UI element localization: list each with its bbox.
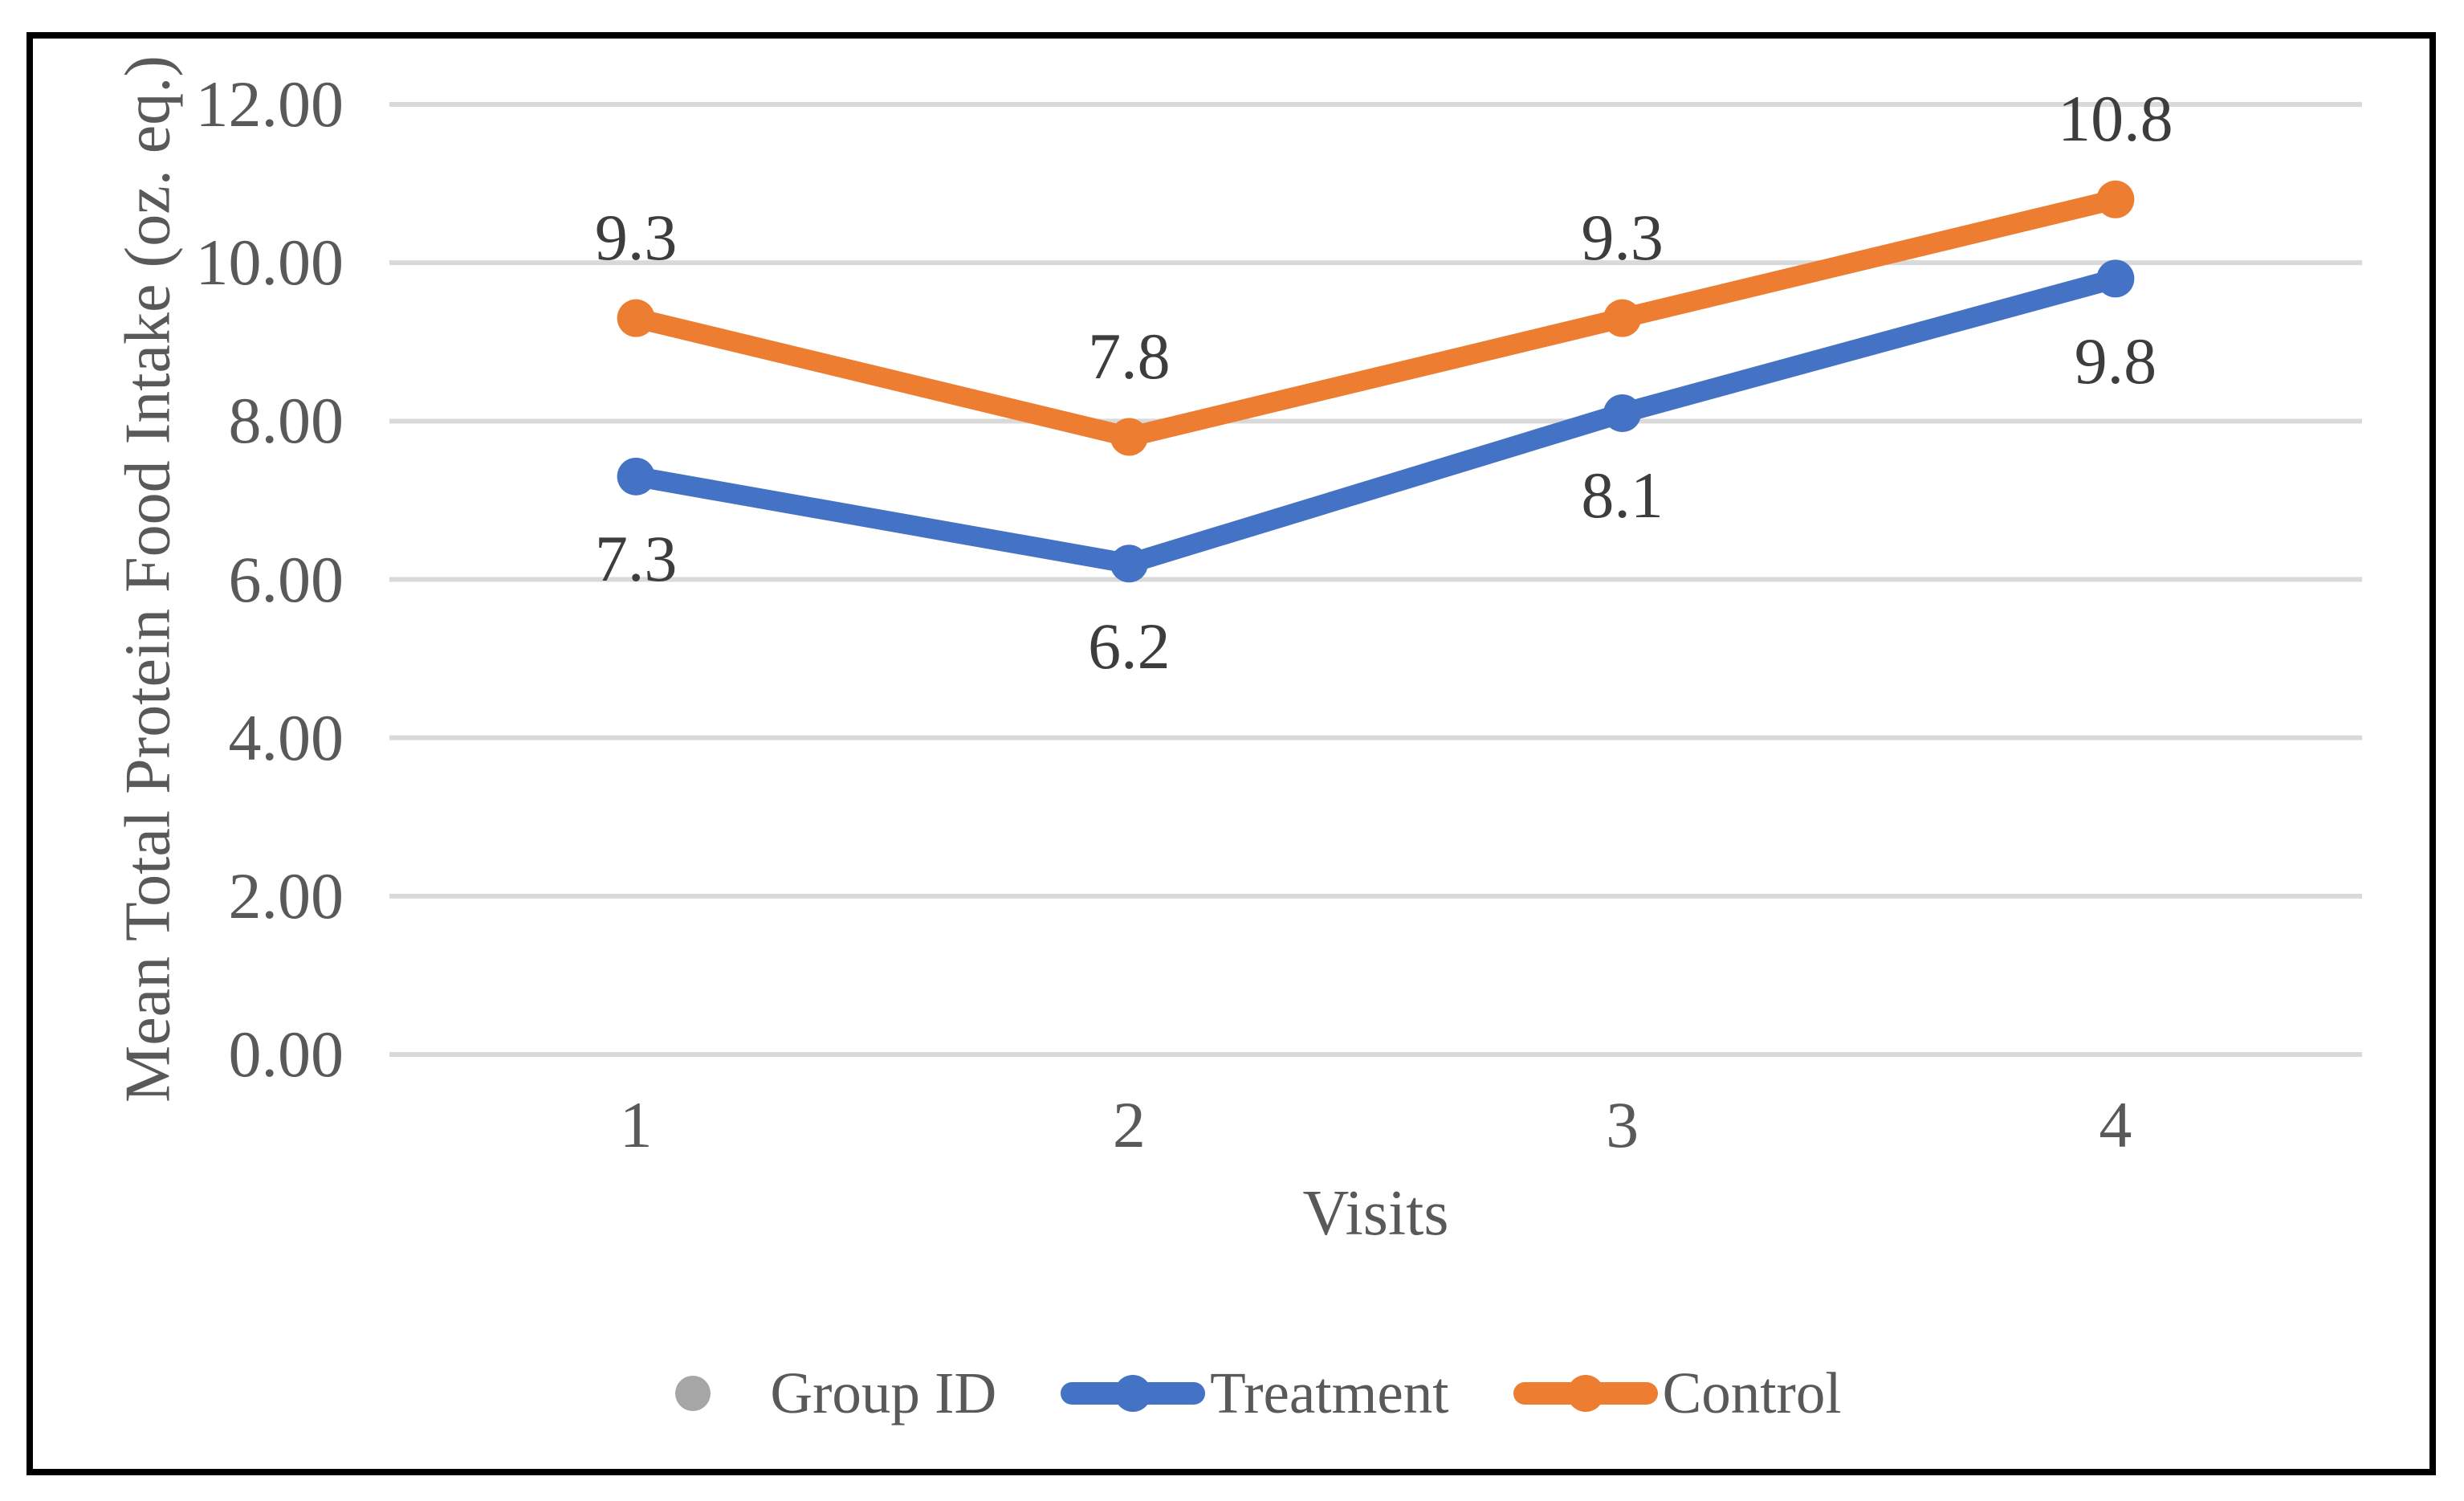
legend: Group ID Treatment Control [26, 1353, 2436, 1434]
series-line-treatment [625, 268, 2126, 574]
x-tick-label-4: 4 [2099, 1088, 2132, 1161]
data-label-treatment-visit-1: 7.3 [594, 522, 678, 596]
legend-item-group-id: Group ID [621, 1353, 996, 1434]
y-tick-label-8.00: 8.00 [228, 384, 344, 458]
marker-treatment-visit-1 [617, 457, 655, 496]
y-axis-title: Mean Total Protein Food Intake (oz. eq.) [112, 55, 184, 1103]
y-tick-label-12.00: 12.00 [195, 67, 344, 141]
x-axis-title: Visits [1302, 1178, 1449, 1249]
series-line-control [625, 189, 2126, 447]
x-tick-label-1: 1 [619, 1088, 653, 1161]
y-tick-label-4.00: 4.00 [228, 700, 344, 774]
chart-border [26, 32, 2436, 1475]
x-tick-label-3: 3 [1606, 1088, 1639, 1161]
marker-control-visit-2 [1110, 418, 1148, 456]
y-tick-label-2.00: 2.00 [228, 859, 344, 932]
marker-control-visit-1 [617, 299, 655, 337]
legend-key-control-icon [1513, 1353, 1658, 1434]
marker-treatment-visit-3 [1603, 394, 1642, 432]
marker-control-visit-3 [1603, 299, 1642, 337]
data-label-control-visit-1: 9.3 [594, 201, 678, 275]
y-tick-label-6.00: 6.00 [228, 542, 344, 616]
x-tick-label-2: 2 [1112, 1088, 1146, 1161]
legend-label-group-id: Group ID [770, 1360, 997, 1426]
legend-key-treatment-icon [1061, 1353, 1206, 1434]
legend-marker-icon [1114, 1375, 1152, 1412]
legend-key-group-id-icon [621, 1353, 765, 1434]
data-label-treatment-visit-3: 8.1 [1581, 459, 1664, 532]
legend-item-control: Control [1513, 1353, 1842, 1434]
legend-marker-icon [675, 1376, 711, 1411]
legend-marker-icon [1566, 1375, 1604, 1412]
marker-treatment-visit-4 [2096, 259, 2135, 298]
legend-item-treatment: Treatment [1061, 1353, 1449, 1434]
marker-treatment-visit-2 [1110, 545, 1148, 583]
data-label-control-visit-4: 10.8 [2058, 82, 2173, 156]
y-tick-label-0.00: 0.00 [228, 1018, 344, 1091]
data-label-control-visit-3: 9.3 [1581, 201, 1664, 275]
y-tick-label-10.00: 10.00 [195, 226, 344, 300]
legend-label-control: Control [1662, 1360, 1842, 1426]
data-label-treatment-visit-2: 6.2 [1088, 609, 1171, 683]
data-label-treatment-visit-4: 9.8 [2074, 324, 2157, 398]
legend-label-treatment: Treatment [1210, 1360, 1449, 1426]
data-label-control-visit-2: 7.8 [1088, 320, 1171, 394]
marker-control-visit-4 [2096, 180, 2135, 218]
